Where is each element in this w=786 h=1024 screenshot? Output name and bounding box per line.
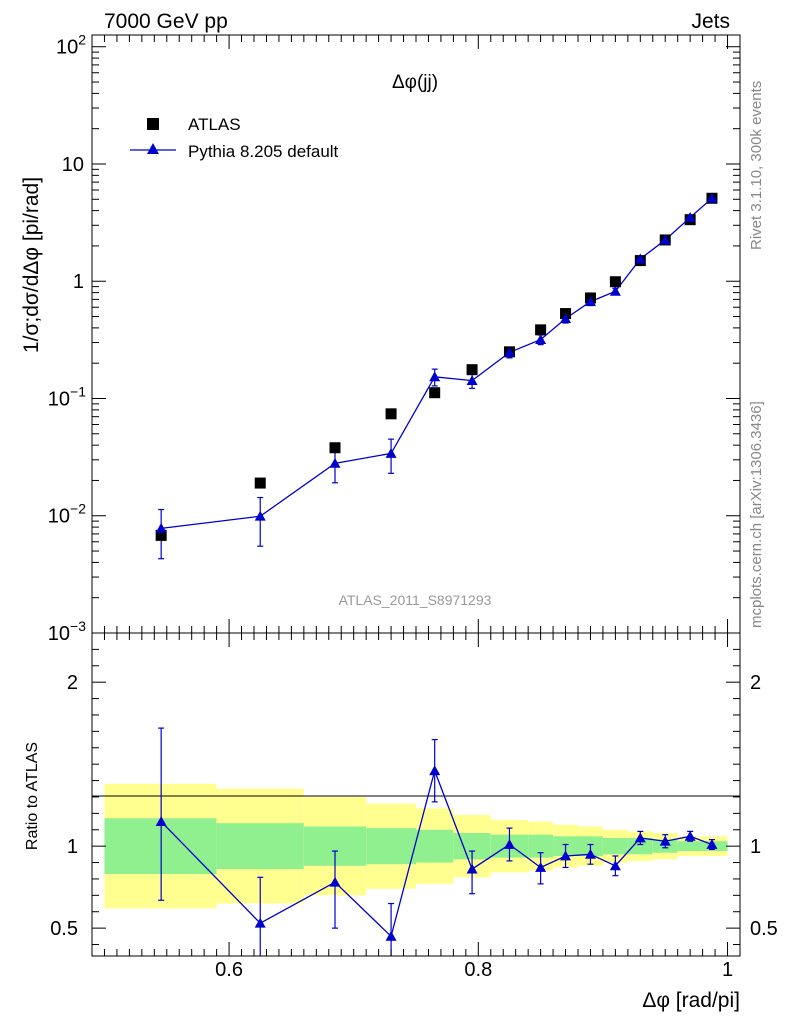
ratio-band-inner bbox=[104, 818, 217, 875]
pythia-point bbox=[155, 522, 167, 533]
y-tick-label-main: 1 bbox=[73, 271, 84, 293]
y-axis-label-ratio: Ratio to ATLAS bbox=[24, 742, 41, 850]
pythia-point bbox=[584, 296, 596, 307]
x-tick-label: 1 bbox=[722, 959, 733, 981]
legend: ATLAS Pythia 8.205 default bbox=[130, 115, 339, 161]
ratio-y-tick-label-right: 2 bbox=[750, 672, 761, 694]
ratio-band-inner bbox=[416, 829, 454, 863]
ratio-point bbox=[684, 830, 696, 841]
main-data-layer bbox=[155, 192, 718, 560]
pythia-point bbox=[329, 457, 341, 468]
x-axis-label: Δφ [rad/pi] bbox=[642, 989, 740, 1012]
ratio-bands bbox=[104, 783, 728, 909]
atlas-point bbox=[466, 364, 478, 376]
header-right: Jets bbox=[691, 10, 730, 33]
ratio-point bbox=[503, 839, 515, 849]
ratio-band-inner bbox=[366, 828, 416, 865]
legend-label-pythia: Pythia 8.205 default bbox=[188, 142, 339, 161]
ratio-band-inner bbox=[602, 837, 628, 855]
pythia-point bbox=[503, 346, 515, 357]
pythia-point bbox=[634, 253, 646, 264]
atlas-point bbox=[254, 477, 266, 489]
ratio-y-tick-label-right: 1 bbox=[750, 836, 761, 858]
y-tick-label-main: 10−2 bbox=[48, 501, 86, 528]
ratio-point bbox=[254, 917, 266, 928]
ratio-frame bbox=[91, 632, 741, 957]
pythia-point bbox=[706, 192, 718, 203]
atlas-point bbox=[609, 276, 621, 288]
ratio-band-inner bbox=[528, 834, 554, 858]
y-tick-label-main: 102 bbox=[56, 32, 86, 59]
pythia-point bbox=[466, 375, 478, 386]
ratio-axes: 0.5 0.5 1 1 2 2 0.6 0.8 1 bbox=[50, 633, 778, 981]
side-label-bottom: mcplots.cern.ch [arXiv:1306.3436] bbox=[748, 401, 765, 628]
pythia-point bbox=[684, 211, 696, 222]
legend-marker-pythia bbox=[147, 143, 159, 154]
ratio-band-inner bbox=[216, 823, 304, 870]
legend-label-atlas: ATLAS bbox=[188, 115, 241, 134]
pythia-point bbox=[254, 510, 266, 521]
ratio-point bbox=[429, 765, 441, 776]
ratio-point bbox=[634, 832, 646, 843]
x-tick-label: 0.6 bbox=[215, 959, 243, 981]
main-axes: 102 10 1 10−1 10−2 10−3 bbox=[48, 32, 741, 645]
ratio-point bbox=[466, 863, 478, 874]
legend-marker-atlas bbox=[147, 118, 159, 130]
ratio-point bbox=[560, 850, 572, 861]
pythia-point bbox=[560, 313, 572, 324]
pythia-series-line bbox=[161, 197, 713, 530]
pythia-point bbox=[659, 234, 671, 245]
ratio-point bbox=[609, 860, 621, 871]
ratio-y-tick-label-right: 0.5 bbox=[750, 918, 778, 940]
ratio-y-tick-label-left: 1 bbox=[67, 836, 78, 858]
ratio-y-tick-label-left: 0.5 bbox=[50, 918, 78, 940]
watermark: ATLAS_2011_S8971293 bbox=[339, 592, 492, 608]
atlas-point bbox=[429, 387, 441, 399]
pythia-point bbox=[609, 285, 621, 296]
atlas-point bbox=[155, 529, 167, 541]
ratio-band-inner bbox=[677, 841, 703, 852]
y-tick-label-main: 10−1 bbox=[48, 383, 86, 410]
ratio-panel: 0.5 0.5 1 1 2 2 0.6 0.8 1 Ratio to ATLAS Δφ [rad… bbox=[24, 632, 778, 1012]
ratio-point bbox=[706, 839, 718, 849]
ratio-point bbox=[385, 930, 397, 941]
ratio-point bbox=[584, 848, 596, 859]
ratio-band-inner bbox=[627, 837, 653, 855]
ratio-point bbox=[155, 816, 167, 826]
pythia-point bbox=[385, 447, 397, 458]
header-left: 7000 GeV pp bbox=[104, 10, 228, 33]
ratio-point bbox=[535, 861, 547, 872]
plot-title: Δφ(jj) bbox=[392, 72, 438, 93]
x-tick-label: 0.8 bbox=[464, 959, 492, 981]
side-label-top: Rivet 3.1.10, 300k events bbox=[748, 81, 765, 250]
pythia-point bbox=[429, 371, 441, 382]
ratio-point bbox=[659, 835, 671, 846]
ratio-y-tick-label-left: 2 bbox=[67, 672, 78, 694]
y-axis-label-main: 1/σ;dσ/dΔφ [pi/rad] bbox=[20, 177, 43, 353]
ratio-data-layer bbox=[155, 727, 718, 956]
y-tick-label-main: 10−3 bbox=[48, 618, 86, 645]
atlas-point bbox=[535, 324, 547, 336]
main-panel: 102 10 1 10−1 10−2 10−3 Δφ(jj) ATLAS_2011_S89… bbox=[20, 32, 741, 645]
atlas-point bbox=[385, 408, 397, 420]
atlas-point bbox=[329, 442, 341, 454]
ratio-point bbox=[329, 876, 341, 887]
y-tick-label-main: 10 bbox=[62, 154, 84, 176]
pythia-point bbox=[535, 334, 547, 344]
